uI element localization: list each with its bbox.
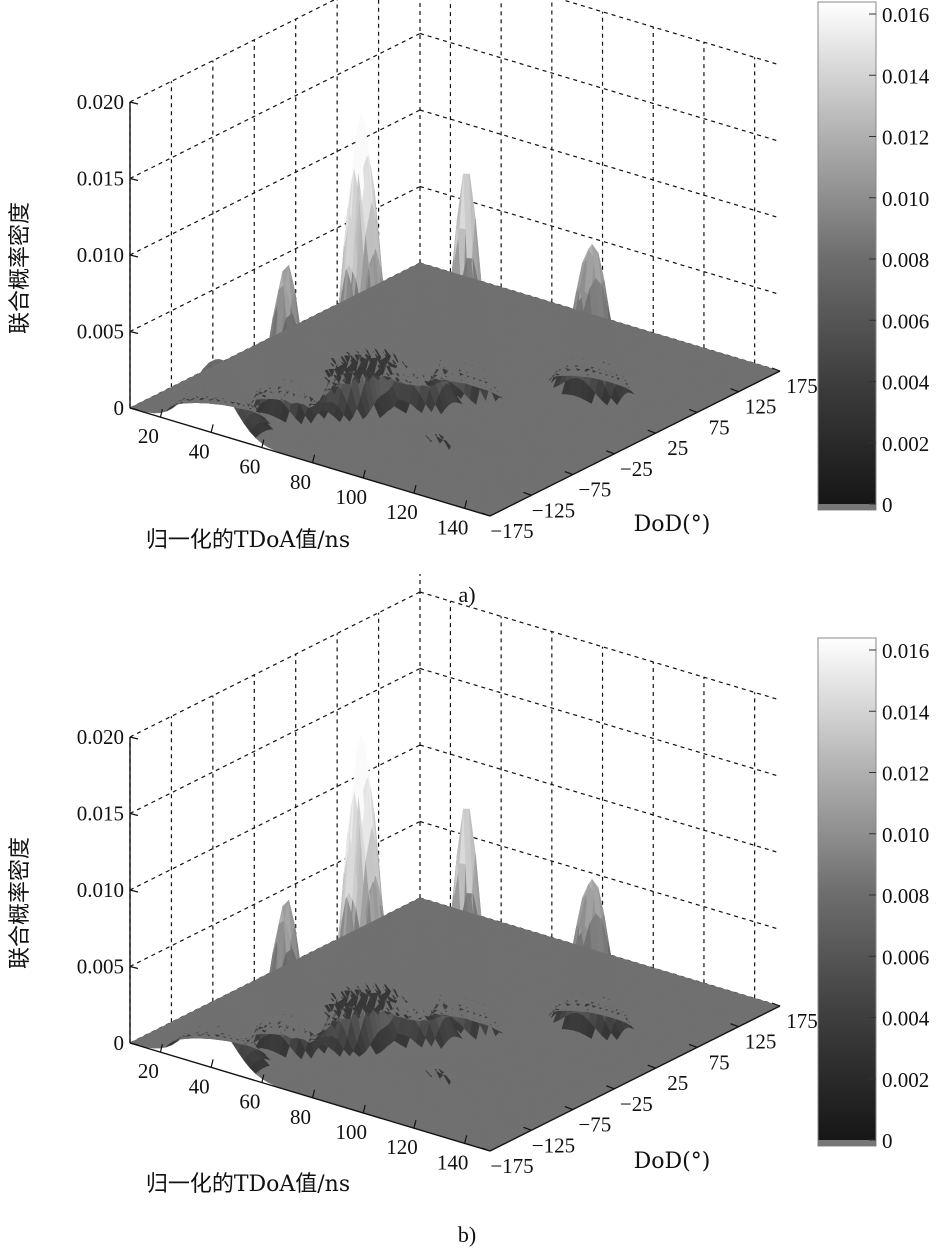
colorbar-tick-label: 0.002 (882, 432, 929, 456)
x-tick-label: 40 (189, 439, 210, 463)
z-tick-label: 0 (114, 396, 125, 420)
grid-line (129, 667, 421, 815)
z-tick-label: 0.005 (77, 320, 124, 344)
x-tick-label: 100 (335, 485, 367, 509)
y-tick-label: −175 (490, 519, 533, 543)
colorbar: 0 0.002 0.004 0.006 0.008 0.010 0.012 0.014 0.01… (817, 1, 930, 517)
grid-line (129, 185, 421, 333)
z-tick-label: 0.020 (77, 90, 124, 114)
colorbar-base (818, 504, 876, 510)
colorbar-gradient (817, 1, 877, 511)
z-tick-mark (129, 330, 139, 335)
colorbar-tick-label: 0.006 (882, 309, 929, 333)
axes-box (129, 0, 781, 409)
colorbar-tick-label: 0.014 (882, 64, 930, 88)
colorbar-tick-label: 0.016 (882, 3, 929, 27)
y-tick-label: 75 (709, 415, 730, 439)
grid-line (129, 109, 421, 256)
z-tick-label: 0.010 (77, 243, 124, 267)
grid-line (419, 744, 781, 854)
grid-line (419, 32, 781, 143)
z-axis-title: 联合概率密度 (8, 202, 33, 334)
grid-line (419, 591, 781, 701)
x-axis-title: 归一化的TDoA值/ns (146, 528, 350, 553)
colorbar-tick-label: 0.008 (882, 248, 929, 272)
y-tick-label: −75 (578, 478, 611, 502)
z-tick-mark (129, 177, 139, 182)
z-tick-mark (129, 254, 139, 258)
y-tick-label: −125 (532, 498, 575, 522)
grid-line (129, 0, 336, 103)
colorbar-tick-label: 0.010 (882, 187, 929, 211)
grid-line (129, 591, 421, 738)
z-axis-ticks: 0 0.005 0.010 0.015 0.020 (77, 90, 139, 420)
x-tick-label: 80 (290, 470, 311, 494)
z-tick-mark (129, 101, 139, 105)
grid-line (419, 185, 781, 296)
x-tick-label: 20 (138, 424, 159, 448)
y-tick-label: 25 (667, 436, 688, 460)
x-tick-label: 120 (386, 500, 418, 524)
x-tick-label: 140 (437, 515, 469, 539)
colorbar-tick-label: 0 (882, 493, 893, 517)
y-tick-label: −25 (620, 457, 653, 481)
y-tick-label: 175 (786, 374, 818, 398)
y-axis-title: DoD(°) (634, 512, 711, 537)
z-tick-label: 0.015 (77, 167, 124, 191)
surface-plot (129, 114, 781, 517)
panel-caption: a) (458, 582, 475, 607)
colorbar-tick-label: 0.012 (882, 126, 929, 150)
y-tick-label: 125 (745, 395, 777, 419)
grid-line (419, 667, 781, 778)
x-tick-label: 60 (239, 455, 260, 479)
grid-line (129, 32, 421, 180)
grid-line (419, 109, 781, 219)
x-tick-mark (210, 424, 214, 433)
colorbar-tick-label: 0.004 (882, 371, 930, 395)
grid-line (561, 0, 781, 66)
